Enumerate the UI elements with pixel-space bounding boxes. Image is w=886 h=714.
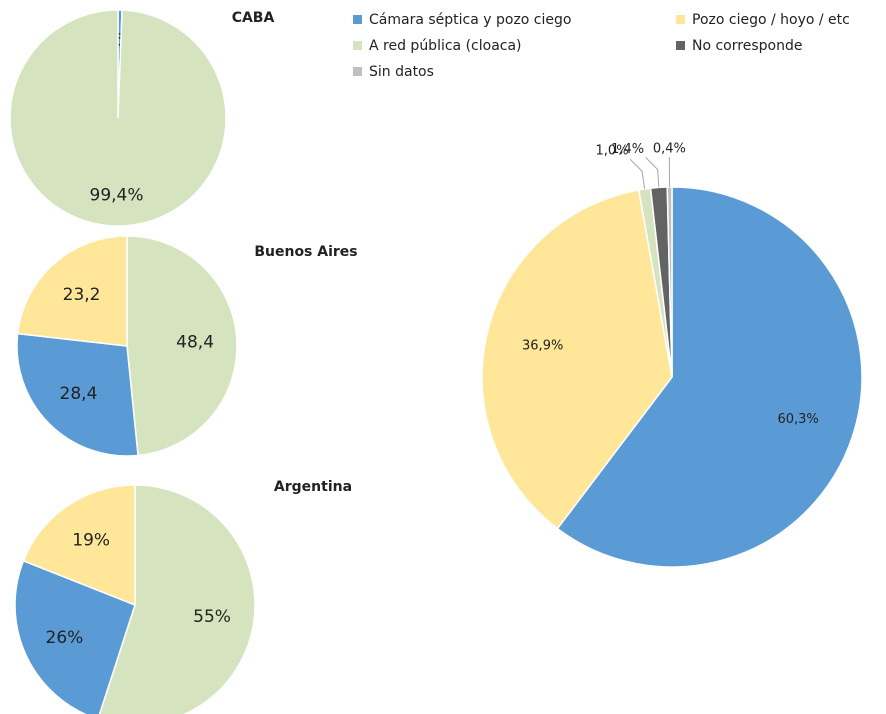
- legend-swatch: [353, 67, 362, 76]
- data-label: 60,3%: [777, 412, 818, 427]
- data-label: 23,2: [63, 285, 101, 305]
- legend-label: Cámara séptica y pozo ciego: [369, 12, 571, 28]
- pie-slice: [9, 9, 227, 227]
- pie-slice: [22, 484, 136, 607]
- data-label: 19%: [72, 530, 110, 550]
- data-label: 48,4: [176, 333, 214, 353]
- legend-swatch: [676, 41, 685, 50]
- data-label: 26%: [46, 628, 84, 648]
- legend-swatch: [353, 15, 362, 24]
- leader-line: [645, 157, 660, 188]
- pie-slice: [556, 186, 863, 568]
- data-label: 28,4: [60, 384, 98, 404]
- pie-slice: [16, 235, 128, 347]
- chart-title: Argentina: [274, 479, 352, 495]
- legend-label: Sin datos: [369, 64, 434, 80]
- legend-label: A red pública (cloaca): [369, 38, 522, 54]
- legend-label: No corresponde: [692, 38, 802, 54]
- legend-label: Pozo ciego / hoyo / etc: [692, 12, 850, 28]
- pie-slice: [16, 332, 139, 457]
- legend-swatch: [676, 15, 685, 24]
- data-label: 36,9%: [522, 338, 563, 353]
- data-label: 99,4%: [90, 186, 144, 206]
- chart-title: Buenos Aires: [254, 244, 357, 260]
- data-label: 55%: [193, 607, 231, 627]
- leader-line: [629, 158, 646, 190]
- pie-slice: [481, 189, 673, 530]
- pie-slice: [14, 559, 136, 714]
- data-label: 1,4%: [611, 142, 644, 157]
- legend-swatch: [353, 41, 362, 50]
- data-label: 0,4%: [653, 142, 686, 157]
- data-label: 1,0%: [596, 144, 629, 159]
- pie-slice: [98, 484, 256, 714]
- chart-title: CABA: [232, 10, 275, 26]
- pie-slice: [126, 235, 238, 457]
